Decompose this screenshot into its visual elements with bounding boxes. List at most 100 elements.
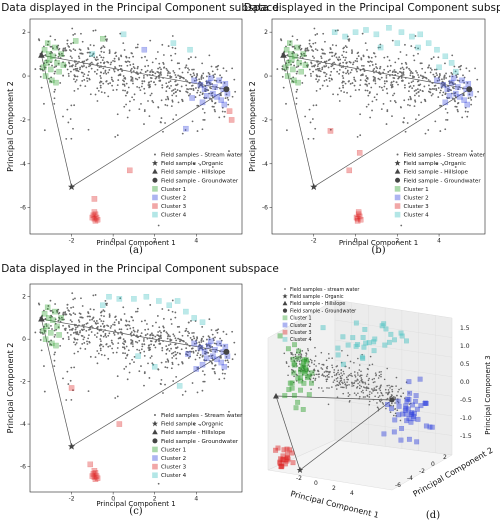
stream-sample-point: [382, 71, 385, 74]
stream-sample-point: [174, 91, 177, 94]
stream-sample-point: [143, 123, 145, 125]
stream-sample-point: [125, 324, 128, 327]
stream-sample-point: [391, 388, 393, 391]
stream-sample-point: [429, 80, 431, 83]
stream-sample-point: [316, 33, 319, 35]
stream-sample-point: [367, 387, 369, 389]
stream-sample-point: [307, 64, 309, 66]
stream-sample-point: [189, 73, 192, 76]
stream-sample-point: [121, 333, 123, 336]
stream-sample-point: [125, 55, 128, 58]
stream-sample-point: [211, 94, 214, 97]
stream-sample-point: [69, 70, 72, 73]
stream-sample-point: [152, 363, 155, 366]
stream-sample-point: [81, 40, 84, 43]
stream-sample-point: [464, 110, 467, 113]
stream-sample-point: [467, 97, 470, 100]
cluster-point: [436, 64, 442, 71]
stream-sample-point: [329, 370, 331, 373]
stream-sample-point: [76, 62, 79, 65]
stream-sample-point: [342, 65, 345, 68]
stream-sample-point: [189, 87, 191, 90]
stream-sample-point: [417, 47, 419, 50]
stream-sample-point: [170, 54, 172, 57]
stream-sample-point: [399, 395, 402, 397]
stream-sample-point: [96, 68, 99, 71]
stream-sample-point: [389, 100, 392, 102]
cluster-point: [197, 344, 204, 351]
legend-marker: [152, 455, 158, 461]
cluster-point: [442, 99, 449, 106]
cluster-point: [450, 75, 457, 81]
stream-sample-point: [54, 303, 57, 305]
stream-sample-point: [162, 61, 165, 64]
stream-sample-point: [117, 332, 119, 335]
legend-marker: [394, 168, 401, 174]
cluster-point: [461, 97, 467, 103]
stream-sample-point: [333, 67, 335, 70]
stream-sample-point: [113, 57, 116, 60]
stream-sample-point: [291, 368, 293, 371]
y-tick-label: -6: [20, 205, 26, 212]
stream-sample-point: [331, 55, 334, 58]
legend-label: Cluster 3: [161, 204, 187, 210]
stream-sample-point: [92, 44, 95, 47]
stream-sample-point: [328, 77, 331, 80]
stream-sample-point: [399, 106, 402, 108]
stream-sample-point: [295, 72, 298, 75]
cluster-point: [360, 355, 366, 361]
stream-sample-point: [111, 341, 113, 344]
stream-sample-point: [379, 389, 382, 392]
stream-sample-point: [102, 72, 105, 75]
stream-sample-point: [293, 371, 295, 373]
stream-sample-point: [130, 67, 133, 70]
stream-sample-point: [183, 77, 185, 80]
stream-sample-point: [157, 482, 160, 485]
stream-sample-point: [103, 310, 106, 313]
stream-sample-point: [165, 98, 167, 101]
stream-sample-point: [347, 375, 350, 377]
cluster-point: [412, 411, 417, 417]
stream-sample-point: [201, 326, 204, 328]
stream-sample-point: [80, 334, 83, 337]
stream-sample-point: [95, 336, 98, 338]
stream-sample-point: [184, 79, 187, 81]
stream-sample-point: [312, 137, 315, 140]
cluster-point: [285, 60, 292, 66]
stream-sample-point: [62, 313, 65, 315]
stream-sample-point: [108, 49, 111, 52]
stream-sample-point: [86, 322, 89, 325]
stream-sample-point: [365, 80, 368, 83]
stream-sample-point: [427, 129, 430, 131]
stream-sample-point: [72, 306, 75, 309]
stream-sample-point: [215, 348, 218, 351]
panel-label: (d): [426, 510, 440, 521]
stream-sample-point: [197, 352, 199, 355]
stream-sample-point: [127, 349, 130, 352]
stream-sample-point: [400, 77, 403, 79]
stream-sample-point: [444, 92, 447, 95]
stream-sample-point: [74, 80, 77, 83]
stream-sample-point: [40, 86, 43, 89]
stream-sample-point: [202, 348, 204, 351]
stream-sample-point: [346, 381, 348, 383]
stream-sample-point: [59, 320, 62, 323]
stream-sample-point: [313, 368, 316, 371]
stream-sample-point: [190, 347, 193, 350]
stream-sample-point: [284, 69, 286, 72]
stream-sample-point: [66, 307, 69, 309]
cluster-cluster-4: [99, 293, 206, 389]
stream-sample-point: [444, 85, 447, 88]
stream-sample-point: [377, 377, 380, 379]
stream-sample-point: [72, 298, 75, 301]
stream-sample-point: [92, 294, 95, 297]
cluster-point: [294, 44, 300, 51]
stream-sample-point: [205, 97, 208, 99]
stream-sample-point: [152, 101, 155, 104]
stream-sample-point: [407, 82, 410, 85]
stream-sample-point: [348, 374, 351, 376]
cluster-point: [298, 387, 304, 393]
stream-sample-point: [457, 88, 460, 91]
